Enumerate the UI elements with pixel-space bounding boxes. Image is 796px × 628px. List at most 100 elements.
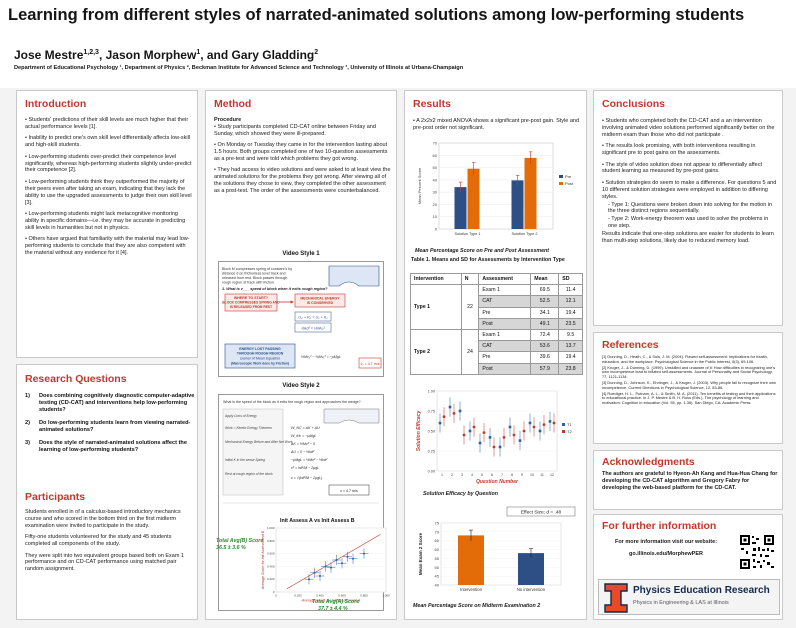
x-tick-label: 3 xyxy=(461,473,463,477)
table-sd-cell: 13.7 xyxy=(558,340,583,353)
research-questions-heading: Research Questions xyxy=(25,373,127,385)
x-tick-label: Solution Type 2 xyxy=(511,232,537,236)
track-sketch xyxy=(328,265,380,287)
conclusion-subitem: - Type 1: Questions were broken down int… xyxy=(608,201,773,215)
video-style-1-figure: Block M compresses spring of constant k … xyxy=(218,261,384,377)
v2-steps-column xyxy=(222,408,284,496)
table-row: Pre 39.6 19.4 xyxy=(411,351,583,364)
equation: ΔU = 0 − ½kd² xyxy=(290,450,315,454)
x-tick-label: 0.800 xyxy=(360,594,368,598)
reference-item: [1] Dunning, D., Heath, C., & Suls, J. M… xyxy=(602,354,768,364)
data-point xyxy=(438,421,442,425)
y-tick-label: 60 xyxy=(435,547,440,552)
equation: v² = kd²/M − 2μgL xyxy=(291,466,319,470)
efficacy-chart: 0.00 0.25 0.50 0.75 1.00 Solution Efficacy Que… xyxy=(411,385,581,489)
y-tick-label: 1.000 xyxy=(267,526,275,530)
answer: v₂ = 4.7 m/s xyxy=(360,362,379,366)
table-assessment-cell: Post xyxy=(478,317,532,330)
table-mean-cell: 34.1 xyxy=(530,306,560,319)
acknowledgments-heading: Acknowledgments xyxy=(602,456,695,468)
rq-number: 2) xyxy=(25,420,30,426)
rq-number: 1) xyxy=(25,393,30,399)
author-3: , and Gary Gladding xyxy=(200,48,315,62)
data-point xyxy=(346,555,349,558)
legend-swatch xyxy=(562,430,565,433)
y-tick-label: 70 xyxy=(435,529,440,534)
intro-bullet: • Low-performing students over-predict t… xyxy=(25,153,192,174)
table-n-cell: 24 xyxy=(460,328,480,375)
data-point xyxy=(498,445,502,449)
table-row: Type 1 22 Exam 1 69.5 11.4 xyxy=(410,284,583,330)
video-style-1-drawing: Block M compresses spring of constant k … xyxy=(222,265,382,369)
table-header-cell: Mean xyxy=(530,272,560,286)
research-question: 2) Do low-performing students learn from … xyxy=(25,420,195,434)
v1-box-text: Gamer of Mean Equation xyxy=(240,357,280,361)
rq-text: Does combining cognitively diagnostic co… xyxy=(39,393,195,413)
y-tick-label: 45 xyxy=(435,574,440,579)
legend-label: T1 xyxy=(567,422,572,427)
data-point xyxy=(319,575,321,577)
x-axis-label: Question Number xyxy=(476,479,519,485)
further-info-link[interactable]: go.illinois.edu/MorphewPER xyxy=(629,551,703,557)
y-tick-label: 0.00 xyxy=(428,470,435,474)
y-tick-label: 0.75 xyxy=(428,410,435,414)
answer-box xyxy=(328,484,370,496)
midterm-chart: Effect Size: d = .48 40 45 50 55 60 65 70 75 Mean… xyxy=(411,505,581,601)
data-point xyxy=(324,565,327,568)
v1-box-text: IS CONSERVED xyxy=(307,301,334,305)
method-body: Procedure • Study participants completed… xyxy=(214,117,392,200)
acknowledgments-text: The authors are grateful to Hyeon-Ah Kan… xyxy=(602,471,778,491)
x-tick-label: 12 xyxy=(550,473,554,477)
v2-prompt: What is the speed of the block as it exi… xyxy=(223,400,361,404)
rq-number: 3) xyxy=(25,440,30,446)
qr-code-icon[interactable] xyxy=(738,533,776,571)
data-point xyxy=(488,436,492,439)
table-assessment-cell: Exam 1 xyxy=(478,328,532,342)
assessment-scatter: Init Assess A vs Init Assess B 0 0.200 0.4… xyxy=(216,518,396,616)
author-3-sup: 2 xyxy=(314,49,319,56)
data-point xyxy=(448,405,452,409)
total-b-value: 36.5 ± 3.6 % xyxy=(216,545,246,551)
further-info-text: For more information visit our website: xyxy=(614,539,718,545)
y-tick-label: 55 xyxy=(435,556,440,561)
table-sd-cell: 9.5 xyxy=(558,328,583,342)
y-tick-label: 0.800 xyxy=(267,539,275,543)
fit-line xyxy=(286,534,381,590)
video-style-2-title: Video Style 2 xyxy=(282,383,320,389)
y-tick-label: 0.200 xyxy=(267,577,275,581)
v1-box-text: ENERGY LOST PASSING xyxy=(239,347,281,351)
y-axis-label: Solution Efficacy xyxy=(416,411,422,452)
equation: v = √(kd²/M − 2μgL) xyxy=(291,476,322,480)
table-header-cell: SD xyxy=(558,272,583,286)
table-row: Type 2 24 Exam 1 72.4 9.5 xyxy=(410,328,583,375)
data-point xyxy=(532,425,536,429)
data-point xyxy=(341,562,343,565)
v1-line: released from rest. Block passes through xyxy=(222,276,287,280)
author-1-sup: 1,2,3 xyxy=(83,49,99,56)
author-line: Jose Mestre1,2,3, Jason Morphew1, and Ga… xyxy=(14,48,318,62)
equation: U₀ + K₀ = U₁ + K₁ xyxy=(298,316,328,320)
answer: v = 4.7 m/s xyxy=(340,489,358,493)
table-assessment-cell: CAT xyxy=(478,340,532,353)
table-assessment-cell: Exam 1 xyxy=(478,284,532,297)
y-tick-label: 50 xyxy=(433,165,438,170)
table-group-cell: Type 2 xyxy=(410,328,462,375)
equation: W_NC = ΔK + ΔU xyxy=(291,426,320,430)
efficacy-caption: Solution Efficacy by Question xyxy=(423,491,498,497)
x-tick-label: 8 xyxy=(511,473,513,477)
method-paragraph: • They had access to video solutions and… xyxy=(214,167,391,195)
y-tick-label: 60 xyxy=(433,153,438,158)
legend-label: Pre xyxy=(565,174,572,179)
table-sd-cell: 19.4 xyxy=(558,306,583,319)
x-tick-label: 4 xyxy=(471,473,473,477)
v1-line: rough region of track with friction. xyxy=(222,281,275,285)
table-row: Post 57.9 23.8 xyxy=(411,362,583,375)
v1-question: 1. What is v___ speed of block when it e… xyxy=(222,287,328,291)
results-table: Intervention N Assessment Mean SD Type 1 22 Exa… xyxy=(410,272,583,375)
legend-swatch xyxy=(562,423,565,426)
x-tick-label: 1 xyxy=(441,473,443,477)
x-tick-label: 6 xyxy=(491,473,493,477)
table-header-cell: N xyxy=(460,272,480,286)
table-row: CAT 53.6 13.7 xyxy=(411,340,583,353)
